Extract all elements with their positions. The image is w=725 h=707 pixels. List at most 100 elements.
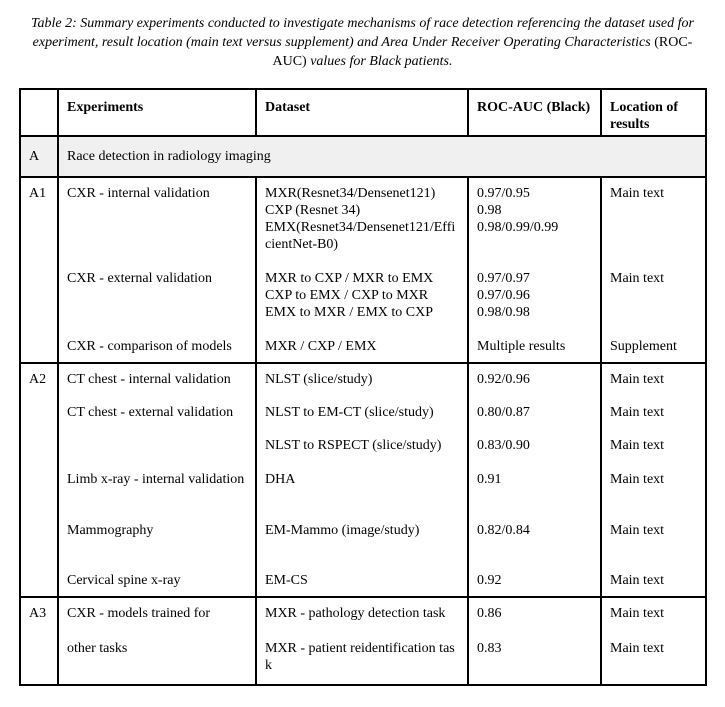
dataset-line: NLST to RSPECT (slice/study) (265, 438, 442, 453)
header-roc-auc: ROC-AUC (Black) (467, 89, 602, 137)
row-id (19, 464, 59, 515)
location-cell: Main text (600, 430, 707, 464)
dataset-line: EMX(Resnet34/Densenet121/EfficientNet-B0… (265, 220, 456, 252)
dataset-line: CXP (Resnet 34) (265, 203, 361, 218)
roc-auc-cell: Multiple results (467, 331, 602, 363)
header-row: Experiments Dataset ROC-AUC (Black) Loca… (19, 89, 707, 137)
roc-auc-cell: 0.82/0.84 (467, 515, 602, 565)
table-row: Limb x-ray - internal validation DHA 0.91 M… (19, 464, 707, 515)
location-cell: Supplement (600, 331, 707, 363)
roc-auc-cell: 0.83 (467, 633, 602, 685)
table-row: CXR - comparison of models MXR / CXP / EM… (19, 331, 707, 363)
row-id (19, 397, 59, 430)
row-id (19, 565, 59, 597)
row-id (19, 331, 59, 363)
roc-auc-line: 0.97/0.97 (477, 271, 530, 286)
roc-auc-cell: 0.97/0.97 0.97/0.96 0.98/0.98 (467, 263, 602, 331)
dataset-line: MXR(Resnet34/Densenet121) (265, 186, 436, 201)
location-cell: Main text (600, 176, 707, 263)
section-id: A (19, 136, 59, 178)
experiment-cell: Limb x-ray - internal validation (57, 464, 257, 515)
header-id (19, 89, 59, 137)
location-cell: Main text (600, 362, 707, 397)
row-id: A1 (19, 176, 59, 263)
location-cell: Main text (600, 397, 707, 430)
section-row: A Race detection in radiology imaging (19, 136, 707, 178)
experiment-cell: CXR - internal validation (57, 176, 257, 263)
table-row: NLST to RSPECT (slice/study) 0.83/0.90 Mai… (19, 430, 707, 464)
experiment-cell: Cervical spine x-ray (57, 565, 257, 597)
table-row: other tasks MXR - patient reidentificatio… (19, 633, 707, 685)
roc-auc-cell: 0.91 (467, 464, 602, 515)
experiment-cell: Mammography (57, 515, 257, 565)
dataset-cell: MXR - patient reidentification task (255, 633, 469, 685)
dataset-cell: MXR - pathology detection task (255, 596, 469, 633)
experiment-cell (57, 430, 257, 464)
table-row: A2 CT chest - internal validation NLST (sl… (19, 362, 707, 397)
dataset-line: EM-Mammo (image/study) (265, 523, 420, 538)
dataset-line: DHA (265, 472, 296, 487)
roc-auc-line: 0.83 (477, 641, 502, 656)
table-row: A3 CXR - models trained for MXR - patholog… (19, 596, 707, 633)
roc-auc-line: 0.97/0.96 (477, 288, 530, 303)
dataset-line: CXP to EMX / CXP to MXR (265, 288, 429, 303)
dataset-cell: EM-Mammo (image/study) (255, 515, 469, 565)
dataset-cell: NLST to RSPECT (slice/study) (255, 430, 469, 464)
location-cell: Main text (600, 263, 707, 331)
dataset-line: MXR - pathology detection task (265, 606, 446, 621)
roc-auc-line: 0.92/0.96 (477, 372, 530, 387)
experiment-cell: CXR - comparison of models (57, 331, 257, 363)
header-location: Location of results (600, 89, 707, 137)
table-row: CT chest - external validation NLST to EM… (19, 397, 707, 430)
row-id (19, 430, 59, 464)
roc-auc-line: 0.98 (477, 203, 502, 218)
dataset-cell: DHA (255, 464, 469, 515)
roc-auc-line: 0.83/0.90 (477, 438, 530, 453)
roc-auc-cell: 0.92 (467, 565, 602, 597)
dataset-line: EMX to MXR / EMX to CXP (265, 305, 434, 320)
roc-auc-line: Multiple results (477, 339, 566, 354)
roc-auc-line: 0.92 (477, 573, 502, 588)
dataset-cell: NLST (slice/study) (255, 362, 469, 397)
dataset-cell: MXR(Resnet34/Densenet121) CXP (Resnet 34)… (255, 176, 469, 263)
dataset-line: NLST (slice/study) (265, 372, 373, 387)
roc-auc-line: 0.91 (477, 472, 502, 487)
roc-auc-cell: 0.92/0.96 (467, 362, 602, 397)
header-dataset: Dataset (255, 89, 469, 137)
table-row: CXR - external validation MXR to CXP / MX… (19, 263, 707, 331)
row-id (19, 515, 59, 565)
table-caption: Table 2: Summary experiments conducted t… (31, 16, 694, 69)
dataset-cell: MXR to CXP / MXR to EMX CXP to EMX / CXP … (255, 263, 469, 331)
location-cell: Main text (600, 565, 707, 597)
roc-auc-line: 0.80/0.87 (477, 405, 530, 420)
roc-auc-cell: 0.86 (467, 596, 602, 633)
row-id (19, 633, 59, 685)
experiment-cell: CT chest - external validation (57, 397, 257, 430)
experiment-cell: other tasks (57, 633, 257, 685)
roc-auc-line: 0.98/0.99/0.99 (477, 220, 559, 235)
table-row: Cervical spine x-ray EM-CS 0.92 Main text (19, 565, 707, 597)
dataset-line: EM-CS (265, 573, 308, 588)
location-cell: Main text (600, 596, 707, 633)
section-label: Race detection in radiology imaging (57, 136, 707, 178)
row-id: A3 (19, 596, 59, 633)
location-cell: Main text (600, 464, 707, 515)
roc-auc-cell: 0.80/0.87 (467, 397, 602, 430)
roc-auc-line: 0.98/0.98 (477, 305, 530, 320)
roc-auc-cell: 0.97/0.95 0.98 0.98/0.99/0.99 (467, 176, 602, 263)
roc-auc-line: 0.86 (477, 606, 502, 621)
row-id: A2 (19, 362, 59, 397)
location-cell: Main text (600, 515, 707, 565)
dataset-line: MXR to CXP / MXR to EMX (265, 271, 434, 286)
dataset-cell: MXR / CXP / EMX (255, 331, 469, 363)
header-experiments: Experiments (57, 89, 257, 137)
dataset-cell: EM-CS (255, 565, 469, 597)
dataset-cell: NLST to EM-CT (slice/study) (255, 397, 469, 430)
dataset-line: MXR / CXP / EMX (265, 339, 377, 354)
roc-auc-line: 0.82/0.84 (477, 523, 530, 538)
experiment-cell: CXR - external validation (57, 263, 257, 331)
location-cell: Main text (600, 633, 707, 685)
dataset-line: MXR - patient reidentification task (265, 641, 455, 673)
summary-table: Experiments Dataset ROC-AUC (Black) Loca… (19, 88, 707, 686)
roc-auc-line: 0.97/0.95 (477, 186, 530, 201)
